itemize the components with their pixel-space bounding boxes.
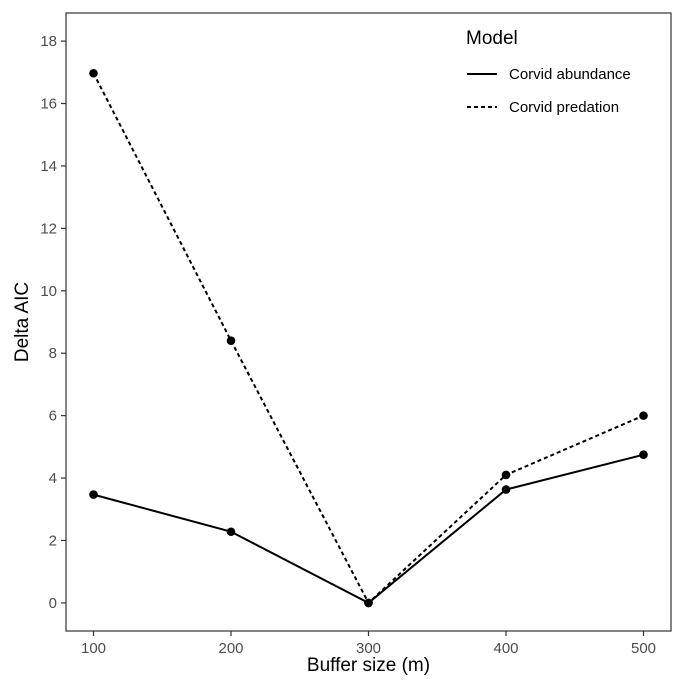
y-axis-title: Delta AIC [12,282,33,362]
y-tick-label: 12 [40,220,57,237]
x-axis-title: Buffer size (m) [307,655,430,676]
data-point-corvid-predation [364,598,373,608]
data-point-corvid-predation [226,336,236,346]
data-point-corvid-predation [501,470,511,480]
legend: Model Corvid abundance Corvid predation [466,28,631,116]
y-axis: 0 2 4 6 8 10 12 14 16 18 [40,33,66,612]
y-tick-label: 16 [40,96,57,113]
legend-label-corvid-abundance: Corvid abundance [509,66,631,83]
y-tick-label: 18 [40,33,57,50]
y-tick-label: 6 [49,408,57,425]
data-point-corvid-abundance [501,485,511,494]
x-tick-label: 400 [493,640,518,657]
y-tick-label: 4 [49,470,57,487]
y-tick-label: 8 [49,345,57,362]
series-layer [89,68,648,608]
y-tick-label: 14 [40,158,57,175]
x-tick-label: 500 [631,640,656,657]
y-tick-label: 10 [40,283,57,300]
plot-panel [65,12,672,632]
x-tick-label: 100 [81,640,106,657]
legend-label-corvid-predation: Corvid predation [509,99,619,116]
data-point-corvid-abundance [639,450,648,459]
data-point-corvid-abundance [89,490,98,499]
y-tick-label: 0 [49,595,57,612]
data-point-corvid-predation [89,68,98,78]
data-point-corvid-predation [639,411,648,420]
legend-title: Model [466,28,518,49]
x-tick-label: 300 [356,640,381,657]
x-tick-label: 200 [218,640,243,657]
x-axis: 100 200 300 400 500 [81,631,656,657]
data-point-corvid-abundance [226,527,236,537]
y-tick-label: 2 [49,532,57,549]
